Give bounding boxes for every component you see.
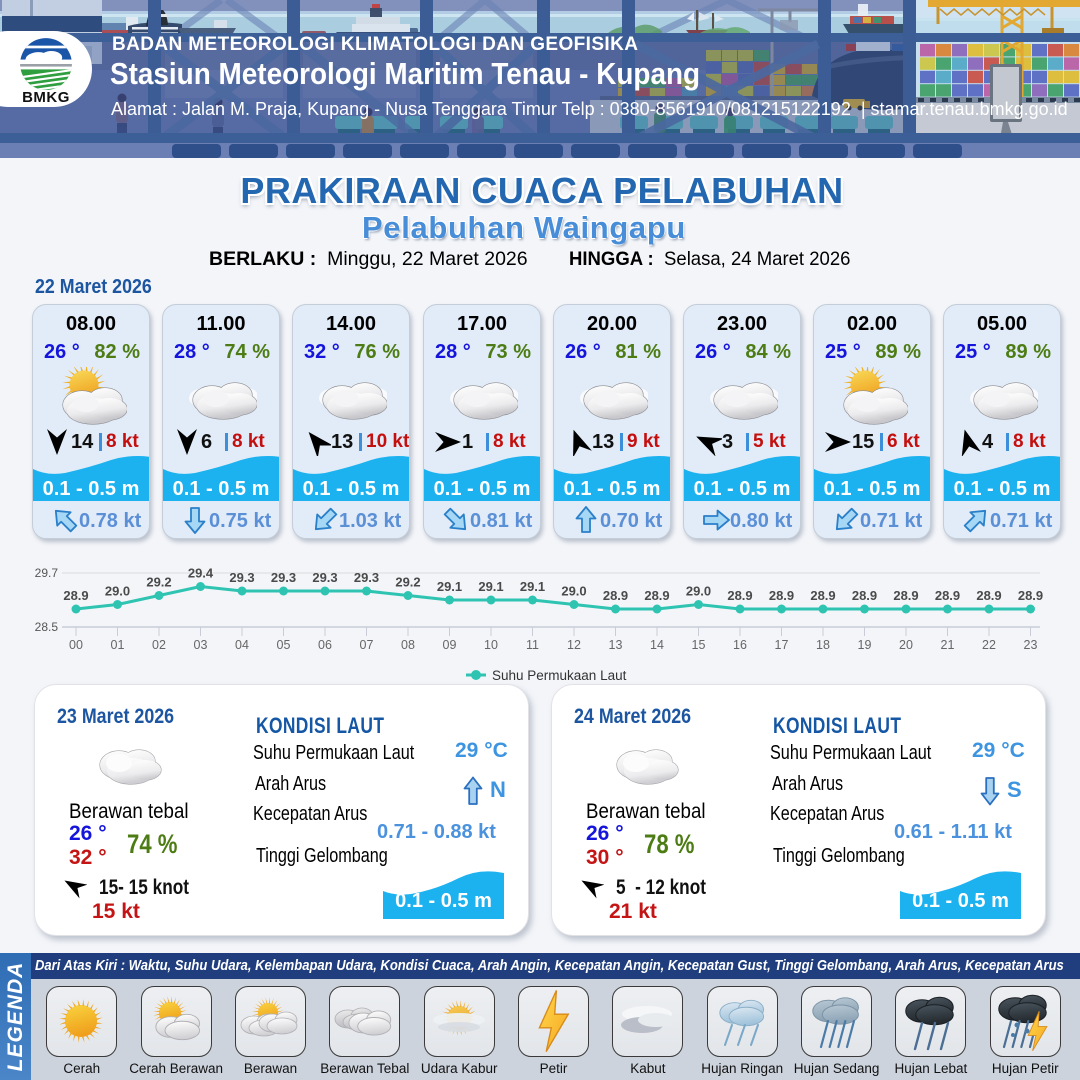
svg-text:10: 10 xyxy=(484,638,498,652)
svg-text:28.9: 28.9 xyxy=(1018,588,1043,603)
svg-text:07: 07 xyxy=(360,638,374,652)
svg-text:29.3: 29.3 xyxy=(312,570,337,585)
svg-text:28.9: 28.9 xyxy=(852,588,877,603)
svg-text:00: 00 xyxy=(69,638,83,652)
svg-text:14: 14 xyxy=(650,638,664,652)
svg-text:29.3: 29.3 xyxy=(354,570,379,585)
svg-text:05: 05 xyxy=(277,638,291,652)
svg-text:01: 01 xyxy=(111,638,125,652)
svg-text:28.9: 28.9 xyxy=(63,588,88,603)
svg-text:02: 02 xyxy=(152,638,166,652)
svg-text:29.7: 29.7 xyxy=(35,566,59,580)
svg-text:28.9: 28.9 xyxy=(644,588,669,603)
svg-text:28.9: 28.9 xyxy=(727,588,752,603)
svg-text:13: 13 xyxy=(609,638,623,652)
svg-text:04: 04 xyxy=(235,638,249,652)
svg-text:11: 11 xyxy=(526,638,539,652)
svg-text:20: 20 xyxy=(899,638,913,652)
svg-text:16: 16 xyxy=(733,638,747,652)
svg-text:23: 23 xyxy=(1024,638,1038,652)
svg-text:29.1: 29.1 xyxy=(437,579,462,594)
svg-text:29.0: 29.0 xyxy=(686,584,711,599)
svg-text:18: 18 xyxy=(816,638,830,652)
svg-text:21: 21 xyxy=(941,638,955,652)
svg-text:29.4: 29.4 xyxy=(188,566,214,581)
svg-text:28.9: 28.9 xyxy=(810,588,835,603)
svg-text:28.9: 28.9 xyxy=(935,588,960,603)
svg-text:Suhu Permukaan Laut: Suhu Permukaan Laut xyxy=(492,668,627,683)
svg-text:29.3: 29.3 xyxy=(271,570,296,585)
svg-text:12: 12 xyxy=(567,638,581,652)
svg-text:08: 08 xyxy=(401,638,415,652)
svg-text:29.1: 29.1 xyxy=(478,579,503,594)
svg-text:28.9: 28.9 xyxy=(603,588,628,603)
svg-text:29.1: 29.1 xyxy=(520,579,545,594)
svg-text:28.9: 28.9 xyxy=(769,588,794,603)
svg-text:03: 03 xyxy=(194,638,208,652)
svg-text:15: 15 xyxy=(692,638,706,652)
svg-text:06: 06 xyxy=(318,638,332,652)
svg-text:19: 19 xyxy=(858,638,872,652)
svg-text:28.9: 28.9 xyxy=(893,588,918,603)
svg-text:29.3: 29.3 xyxy=(229,570,254,585)
svg-text:17: 17 xyxy=(775,638,789,652)
svg-text:22: 22 xyxy=(982,638,996,652)
svg-text:29.2: 29.2 xyxy=(146,575,171,590)
svg-text:28.9: 28.9 xyxy=(976,588,1001,603)
svg-text:09: 09 xyxy=(443,638,457,652)
svg-text:29.0: 29.0 xyxy=(561,584,586,599)
svg-text:28.5: 28.5 xyxy=(35,620,59,634)
svg-text:29.2: 29.2 xyxy=(395,575,420,590)
svg-text:29.0: 29.0 xyxy=(105,584,130,599)
